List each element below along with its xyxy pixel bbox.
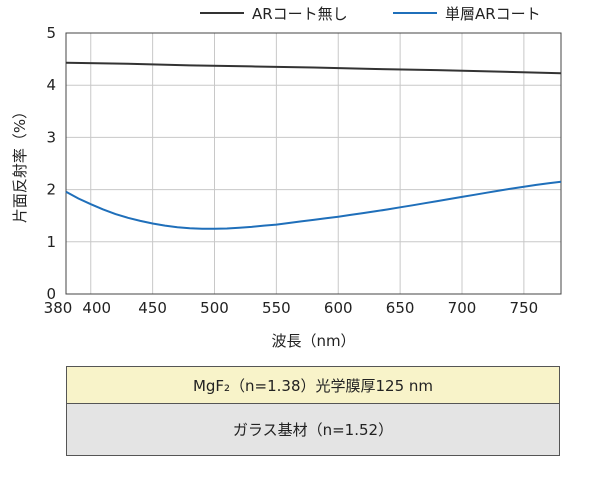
legend-label-2: 単層ARコート <box>445 5 541 23</box>
x-tick-label: 650 <box>386 299 415 317</box>
x-tick-label: 380 <box>44 299 73 317</box>
y-tick-label: 5 <box>46 24 56 42</box>
coating-layer: MgF₂（n=1.38）光学膜厚125 nm <box>66 366 560 404</box>
y-axis-title: 片面反射率（%） <box>11 104 29 223</box>
x-axis-title: 波長（nm） <box>271 332 355 350</box>
y-tick-label: 0 <box>46 285 56 303</box>
reflectance-chart: 380 400 450 500 550 600 650 700 750 0 1 2 3 4 5 ARコート… <box>11 5 562 350</box>
y-tick-label: 2 <box>46 181 56 199</box>
legend-label-1: ARコート無し <box>252 5 348 23</box>
x-tick-label: 700 <box>448 299 477 317</box>
substrate-layer: ガラス基材（n=1.52） <box>66 403 560 456</box>
y-tick-label: 1 <box>46 233 56 251</box>
x-tick-label: 550 <box>262 299 291 317</box>
coating-layer-label: MgF₂（n=1.38）光学膜厚125 nm <box>192 376 434 395</box>
x-tick-labels: 380 400 450 500 550 600 650 700 750 <box>44 299 539 317</box>
x-tick-label: 500 <box>200 299 229 317</box>
legend: ARコート無し 単層ARコート <box>200 5 541 23</box>
plot-frame <box>65 32 562 295</box>
y-tick-label: 3 <box>46 128 56 146</box>
grid <box>66 33 561 294</box>
series-lines <box>65 61 562 230</box>
x-tick-label: 450 <box>138 299 167 317</box>
substrate-layer-label: ガラス基材（n=1.52） <box>232 421 394 439</box>
series-line-2 <box>65 180 562 230</box>
y-tick-labels: 0 1 2 3 4 5 <box>46 24 56 303</box>
series-line-1 <box>65 61 562 75</box>
x-tick-label: 400 <box>82 299 111 317</box>
x-tick-label: 750 <box>510 299 539 317</box>
y-tick-label: 4 <box>46 76 56 94</box>
x-tick-label: 600 <box>324 299 353 317</box>
